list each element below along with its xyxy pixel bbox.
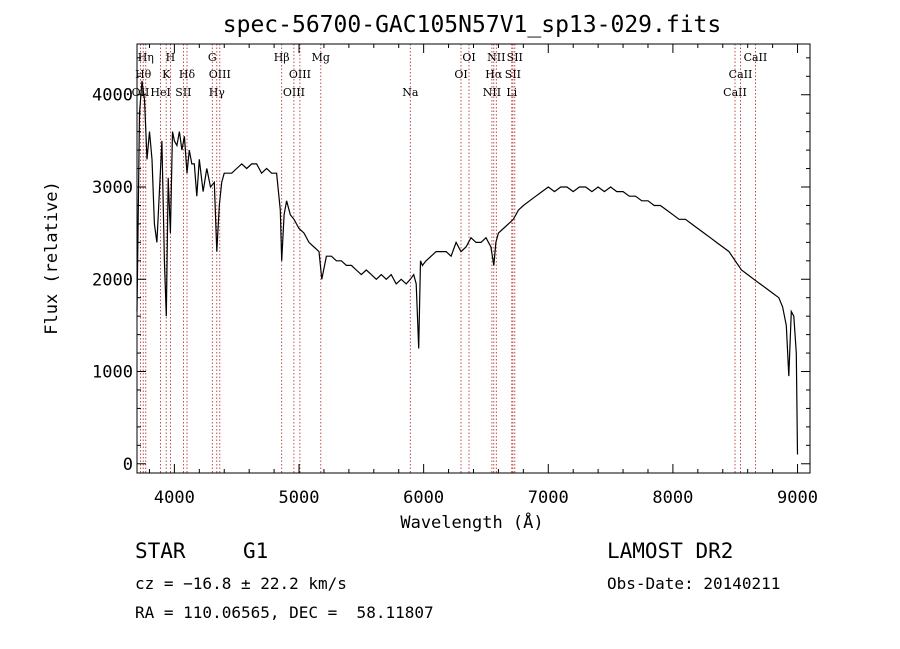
y-axis: 0 1000 2000 3000 4000 [92,57,810,475]
line-label-7: Hδ [179,68,196,81]
line-label-12: OIII [283,86,305,99]
line-label-21: Li [506,86,517,99]
x-axis: 4000 5000 6000 7000 8000 9000 [148,44,818,508]
line-label-5: H [166,51,176,64]
line-label-22: SII [505,68,521,81]
y-tick-label-2000: 2000 [92,270,133,290]
line-label-9: Hγ [209,86,226,99]
line-label-18: NII [483,86,501,99]
survey-name: LAMOST DR2 [607,539,734,563]
spectrum-line [136,80,799,455]
chart-title: spec-56700-GAC105N57V1_sp13-029.fits [223,12,722,38]
line-label-2: Hη [138,51,154,64]
ra-dec-coordinates: RA = 110.06565, DEC = 58.11807 [135,603,434,622]
x-tick-label-6000: 6000 [403,488,444,508]
obs-date: Obs-Date: 20140211 [607,574,781,593]
y-tick-label-3000: 3000 [92,178,133,198]
line-label-13: OIII [289,68,311,81]
y-tick-label-0: 0 [123,455,133,475]
line-label-17: OI [462,51,475,64]
spectrum-chart: spec-56700-GAC105N57V1_sp13-029.fits OII… [42,12,818,533]
x-tick-label-5000: 5000 [279,488,320,508]
line-label-23: SII [507,51,523,64]
y-tick-label-4000: 4000 [92,86,133,106]
line-label-1: Hθ [135,68,152,81]
line-label-16: OI [454,68,467,81]
y-axis-label: Flux (relative) [42,181,62,335]
line-label-20: NII [487,51,505,64]
line-label-3: HeI [150,86,170,99]
plot-frame [136,43,811,474]
line-label-11: Hβ [274,51,290,64]
line-label-6: SII [175,86,191,99]
line-label-26: CaII [744,51,768,64]
redshift-cz: cz = −16.8 ± 22.2 km/s [135,574,347,593]
spectral-line-markers: OIIHθHηHeIKHSIIHδGHγOIIIHβOIIIOIIIMgNaOI… [132,44,768,473]
x-tick-label-8000: 8000 [652,488,693,508]
x-tick-label-4000: 4000 [154,488,195,508]
line-label-25: CaII [729,68,753,81]
line-label-10: OIII [209,68,231,81]
object-class: STAR [135,539,186,563]
x-axis-label: Wavelength (Å) [400,511,543,533]
line-label-0: OII [132,86,150,99]
line-label-14: Mg [312,51,330,64]
line-label-4: K [162,68,171,81]
x-tick-label-9000: 9000 [777,488,818,508]
line-label-8: G [208,51,217,64]
y-tick-label-1000: 1000 [92,363,133,383]
object-subclass: G1 [243,539,269,563]
line-label-15: Na [402,86,419,99]
x-tick-label-7000: 7000 [528,488,569,508]
line-label-24: CaII [723,86,747,99]
line-label-19: Hα [485,68,503,81]
